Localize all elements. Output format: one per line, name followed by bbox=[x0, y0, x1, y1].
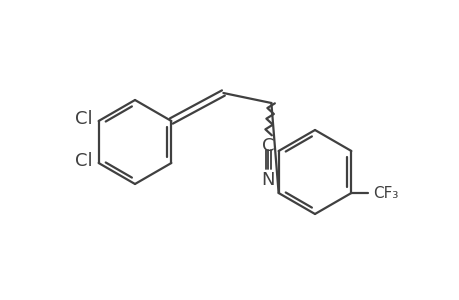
Text: CF₃: CF₃ bbox=[373, 185, 398, 200]
Text: C: C bbox=[262, 137, 274, 155]
Text: Cl: Cl bbox=[75, 110, 92, 128]
Text: N: N bbox=[261, 171, 274, 189]
Text: Cl: Cl bbox=[75, 152, 92, 170]
